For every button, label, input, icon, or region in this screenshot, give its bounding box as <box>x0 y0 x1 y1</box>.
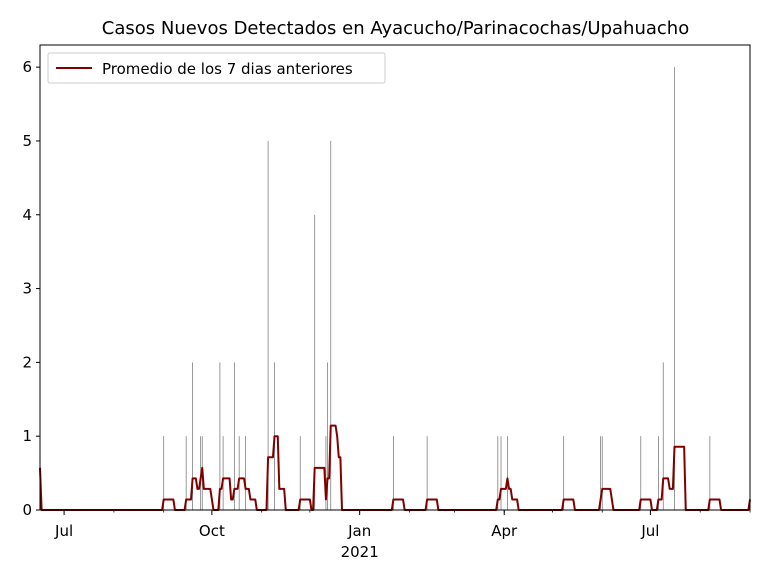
bar <box>497 436 499 510</box>
y-axis: 0 1 2 3 4 5 6 <box>22 58 40 519</box>
bar <box>327 362 328 510</box>
bar <box>563 436 565 510</box>
y-tick-label: 0 <box>22 501 32 519</box>
bar <box>709 436 711 510</box>
bar <box>674 67 675 510</box>
y-tick-label: 4 <box>22 206 32 224</box>
chart-title: Casos Nuevos Detectados en Ayacucho/Pari… <box>102 18 689 39</box>
x-axis: Jul Oct Jan 2021 Apr Jul <box>54 510 751 561</box>
bar <box>392 436 394 510</box>
bar <box>662 362 664 510</box>
bar <box>500 436 502 510</box>
legend-box <box>47 52 386 84</box>
y-tick-label: 6 <box>22 58 32 76</box>
y-tick-label: 3 <box>22 280 32 298</box>
legend: Promedio de los 7 dias anteriores <box>47 52 386 84</box>
bar <box>267 140 269 510</box>
bar <box>314 214 316 510</box>
bar <box>507 436 508 510</box>
moving-average-line-layer <box>39 424 751 511</box>
plot-frame <box>39 44 751 511</box>
bar <box>640 436 642 510</box>
bar <box>192 362 193 510</box>
bar <box>658 436 659 510</box>
x-tick-label: Apr <box>491 522 518 540</box>
moving-average-line <box>39 424 751 511</box>
bar <box>245 436 247 510</box>
x-tick-year-label: 2021 <box>341 543 379 561</box>
bar <box>325 436 327 510</box>
bar <box>238 436 240 510</box>
x-tick-label: Oct <box>199 522 225 540</box>
bar <box>233 362 235 510</box>
bar <box>185 436 187 510</box>
bar <box>163 436 165 510</box>
bar <box>299 436 301 510</box>
x-tick-label: Jul <box>54 522 73 540</box>
bar <box>426 436 428 510</box>
x-tick-label: Jul <box>640 522 659 540</box>
y-tick-label: 1 <box>22 427 32 445</box>
legend-label: Promedio de los 7 dias anteriores <box>102 60 353 78</box>
bar <box>222 436 224 510</box>
y-tick-label: 5 <box>22 132 32 150</box>
bars-group <box>163 67 751 510</box>
x-tick-label: Jan <box>347 522 371 540</box>
bar <box>330 140 332 510</box>
y-tick-label: 2 <box>22 353 32 371</box>
bar <box>219 362 221 510</box>
bar <box>601 436 603 510</box>
bar <box>600 436 602 510</box>
